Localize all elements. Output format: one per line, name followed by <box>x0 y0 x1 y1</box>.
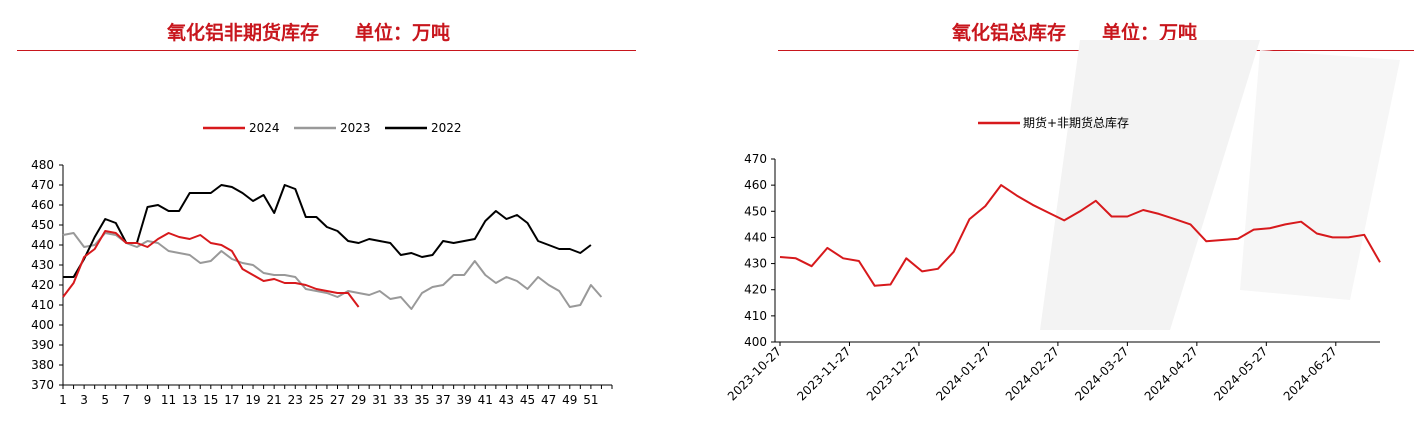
left-series-line-2022 <box>63 184 592 278</box>
right-chart-panel: 氧化铝总库存 单位：万吨 400 410 420 430 440 450 460 470 2023… <box>700 0 1414 439</box>
left-x-tick-label: 43 <box>499 393 514 407</box>
right-series-line-total <box>779 184 1381 287</box>
left-x-tick-label: 39 <box>457 393 472 407</box>
right-y-tick-label: 420 <box>744 283 767 297</box>
left-y-tick-label: 380 <box>31 358 54 372</box>
left-legend-label-2022: 2022 <box>431 121 462 135</box>
left-x-tick-label: 25 <box>309 393 324 407</box>
left-x-tick-label: 15 <box>203 393 218 407</box>
background-watermark-stroke <box>1240 50 1400 300</box>
left-x-tick-label: 27 <box>330 393 345 407</box>
left-chart-title-text: 氧化铝非期货库存 <box>167 22 320 44</box>
left-legend-label-2023: 2023 <box>340 121 371 135</box>
left-x-tick-label: 23 <box>288 393 303 407</box>
left-x-tick-label: 49 <box>562 393 577 407</box>
left-x-tick-label: 33 <box>393 393 408 407</box>
left-y-tick-label: 420 <box>31 278 54 292</box>
right-x-tick-label: 2024-06-27 <box>1281 344 1340 403</box>
right-y-tick-label: 460 <box>744 178 767 192</box>
left-y-tick-label: 390 <box>31 338 54 352</box>
left-x-tick-label: 5 <box>101 393 109 407</box>
left-x-tick-label: 41 <box>478 393 493 407</box>
left-x-tick-label: 35 <box>414 393 429 407</box>
right-x-tick-label: 2024-02-27 <box>1003 344 1062 403</box>
left-legend-label-2024: 2024 <box>249 121 280 135</box>
left-x-tick-label: 21 <box>267 393 282 407</box>
right-y-tick-label: 400 <box>744 335 767 349</box>
right-chart-unit: 单位：万吨 <box>1102 22 1198 44</box>
right-x-tick-label: 2024-04-27 <box>1142 344 1201 403</box>
right-y-tick-label: 450 <box>744 204 767 218</box>
left-y-tick-label: 410 <box>31 298 54 312</box>
left-x-tick-label: 13 <box>182 393 197 407</box>
right-y-tick-label: 430 <box>744 257 767 271</box>
right-y-tick-label: 410 <box>744 309 767 323</box>
background-watermark-stroke <box>1040 40 1260 330</box>
left-y-tick-label: 440 <box>31 238 54 252</box>
left-x-tick-label: 11 <box>161 393 176 407</box>
right-x-tick-label: 2023-10-27 <box>725 344 784 403</box>
right-chart-title-text: 氧化铝总库存 <box>952 22 1067 44</box>
left-series-line-2023 <box>62 232 603 310</box>
right-legend-label: 期货+非期货总库存 <box>1023 115 1129 130</box>
left-x-tick-label: 29 <box>351 393 366 407</box>
right-x-tick-label: 2024-01-27 <box>933 344 992 403</box>
right-chart-title: 氧化铝总库存 单位：万吨 <box>952 18 1197 45</box>
right-y-tick-label: 470 <box>744 152 767 166</box>
left-x-tick-label: 1 <box>59 393 67 407</box>
left-x-tick-label: 37 <box>435 393 450 407</box>
left-x-tick-label: 45 <box>520 393 535 407</box>
left-x-tick-label: 47 <box>541 393 556 407</box>
left-y-tick-label: 470 <box>31 178 54 192</box>
right-x-tick-label: 2023-11-27 <box>794 344 853 403</box>
left-y-tick-label: 480 <box>31 158 54 172</box>
left-x-tick-label: 51 <box>583 393 598 407</box>
left-title-rule <box>17 50 636 51</box>
left-y-tick-label: 370 <box>31 378 54 392</box>
left-y-tick-label: 400 <box>31 318 54 332</box>
left-x-tick-label: 31 <box>372 393 387 407</box>
left-chart-title: 氧化铝非期货库存 单位：万吨 <box>167 18 450 45</box>
right-x-tick-label: 2024-03-27 <box>1072 344 1131 403</box>
left-chart-unit: 单位：万吨 <box>355 22 451 44</box>
left-x-tick-label: 7 <box>123 393 131 407</box>
left-y-tick-label: 460 <box>31 198 54 212</box>
left-y-tick-label: 430 <box>31 258 54 272</box>
left-x-tick-label: 9 <box>144 393 152 407</box>
left-x-tick-label: 19 <box>245 393 260 407</box>
left-x-tick-label: 17 <box>224 393 239 407</box>
left-series-line-2024 <box>62 230 360 308</box>
left-chart-panel: 氧化铝非期货库存 单位：万吨 370 380 390 400 410 420 430 440 45… <box>0 0 700 439</box>
right-y-tick-label: 440 <box>744 230 767 244</box>
left-y-tick-label: 450 <box>31 218 54 232</box>
right-x-tick-label: 2023-12-27 <box>864 344 923 403</box>
right-x-tick-label: 2024-05-27 <box>1211 344 1270 403</box>
left-x-tick-label: 3 <box>80 393 88 407</box>
